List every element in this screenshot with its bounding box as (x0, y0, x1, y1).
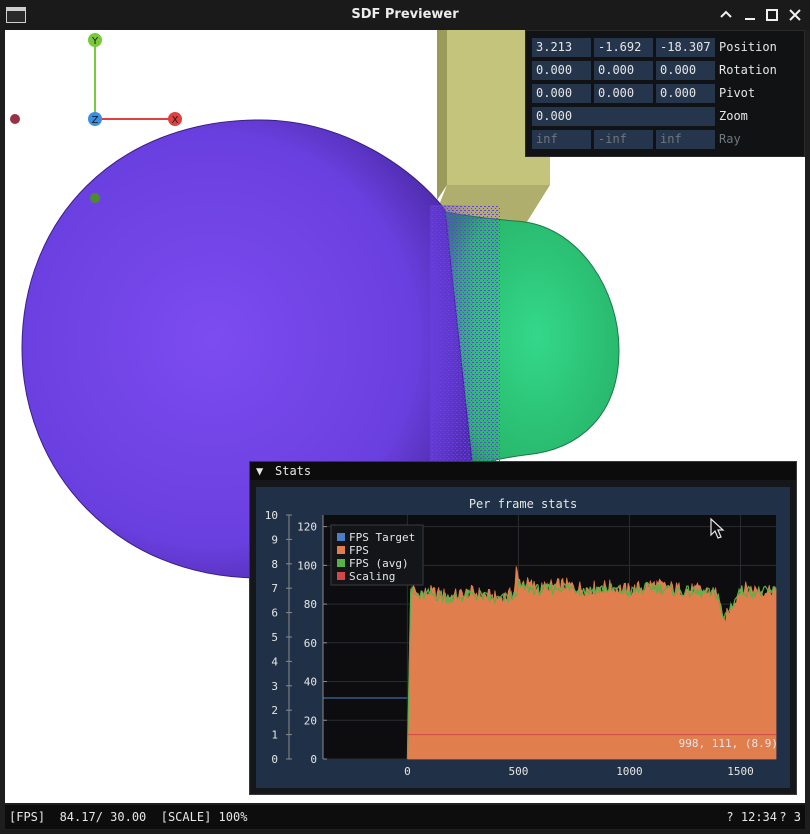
collapse-triangle-icon[interactable]: ▼ (256, 464, 264, 478)
ray-y-field: -inf (594, 130, 653, 149)
rotation-y-field[interactable]: 0.000 (594, 61, 653, 80)
zoom-row: 0.000 Zoom (526, 107, 805, 127)
plot-axes: 0 20 40 60 80 100 120 0 500 1000 1500 0 1 2 3 4 5 6 7 8 9 10 (265, 509, 754, 778)
legend-box (330, 524, 424, 586)
secondary-axis-tick-label: 10 (265, 509, 278, 522)
position-label: Position (719, 40, 777, 54)
secondary-axis-tick-label: 7 (271, 582, 278, 595)
pivot-z-field[interactable]: 0.000 (656, 84, 715, 103)
secondary-axis-tick-label: 6 (271, 607, 278, 620)
negative-y-axis-handle[interactable] (90, 193, 100, 203)
legend-swatch-fps[interactable] (337, 546, 345, 554)
zoom-label: Zoom (719, 109, 748, 123)
position-y-field[interactable]: -1.692 (594, 38, 653, 57)
y-axis-handle[interactable] (88, 33, 102, 47)
stats-panel: ▼ Stats Per frame stats 0 20 40 60 80 100 120 0… (249, 461, 797, 795)
minimize-to-bar-icon[interactable] (741, 6, 759, 24)
stats-panel-header[interactable]: ▼ Stats (250, 462, 796, 480)
plot-title: Per frame stats (468, 497, 578, 511)
render-viewport[interactable]: Y X Z 3.213 -1.692 -18.307 Position 0.00… (5, 30, 805, 803)
legend-label-fps-avg[interactable]: FPS (avg) (349, 557, 409, 570)
pivot-y-field[interactable]: 0.000 (594, 84, 653, 103)
z-axis-handle[interactable] (88, 112, 102, 126)
y-axis-label: Y (91, 36, 99, 47)
window-title: SDF Previewer (351, 7, 459, 22)
legend-swatch-fps-target[interactable] (337, 533, 345, 541)
left-axis-tick-label: 40 (304, 676, 317, 689)
series-fps-avg-line (406, 579, 777, 760)
position-row: 3.213 -1.692 -18.307 Position (526, 38, 805, 58)
window-titlebar[interactable]: SDF Previewer (0, 0, 810, 30)
ray-z-field: inf (656, 130, 715, 149)
ray-x-field: inf (532, 130, 591, 149)
zoom-field[interactable]: 0.000 (532, 107, 715, 126)
secondary-axis-tick-label: 0 (271, 753, 278, 766)
left-axis-tick-label: 60 (304, 637, 317, 650)
legend-label-fps[interactable]: FPS (349, 544, 369, 557)
x-axis-handle[interactable] (168, 112, 182, 126)
secondary-axis-tick-label: 3 (271, 680, 278, 693)
mouse-cursor-icon (710, 517, 725, 539)
rotation-z-field[interactable]: 0.000 (656, 61, 715, 80)
rotation-x-field[interactable]: 0.000 (532, 61, 591, 80)
ray-row: inf -inf inf Ray (526, 130, 805, 150)
x-axis-tick-label: 500 (508, 765, 528, 778)
left-axis-tick-label: 120 (297, 521, 317, 534)
transform-panel: 3.213 -1.692 -18.307 Position 0.000 0.00… (525, 30, 805, 157)
window-app-icon (6, 7, 26, 23)
rotation-row: 0.000 0.000 0.000 Rotation (526, 61, 805, 81)
left-axis-tick-label: 100 (297, 559, 317, 572)
left-axis-tick-label: 0 (310, 753, 317, 766)
status-clock: ? 12:34 (726, 810, 777, 824)
secondary-axis-tick-label: 4 (271, 655, 278, 668)
close-icon[interactable] (786, 6, 804, 24)
maximize-icon[interactable] (763, 6, 781, 24)
secondary-axis-tick-label: 8 (271, 558, 278, 571)
stats-panel-title: Stats (275, 464, 312, 478)
rotation-label: Rotation (719, 63, 777, 77)
z-axis-label: Z (92, 115, 99, 126)
hover-readout: 998, 111, (8.9) (679, 737, 778, 750)
left-axis-tick-label: 20 (304, 714, 317, 727)
pivot-row: 0.000 0.000 0.000 Pivot (526, 84, 805, 104)
negative-x-axis-handle[interactable] (10, 114, 20, 124)
secondary-axis-tick-label: 2 (271, 704, 278, 717)
ray-label: Ray (719, 132, 741, 146)
x-axis-label: X (172, 115, 179, 126)
position-z-field[interactable]: -18.307 (656, 38, 715, 57)
pivot-x-field[interactable]: 0.000 (532, 84, 591, 103)
legend-label-scaling[interactable]: Scaling (349, 570, 395, 583)
secondary-axis-tick-label: 9 (271, 533, 278, 546)
minimize-icon[interactable] (717, 6, 735, 24)
status-count: ? 3 (779, 810, 801, 824)
axis-gizmo[interactable]: Y X Z (10, 33, 182, 203)
plot-series (323, 566, 777, 760)
status-fps-scale: [FPS] 84.17/ 30.00 [SCALE] 100% (9, 810, 248, 824)
x-axis-tick-label: 0 (404, 765, 411, 778)
left-axis-tick-label: 80 (304, 598, 317, 611)
pivot-label: Pivot (719, 86, 756, 100)
secondary-axis-tick-label: 1 (271, 729, 278, 742)
secondary-axis-tick-label: 5 (271, 631, 278, 644)
x-axis-tick-label: 1500 (727, 765, 754, 778)
legend-label-fps-target[interactable]: FPS Target (349, 531, 415, 544)
per-frame-stats-plot[interactable]: Per frame stats 0 20 40 60 80 100 120 0 500 1000 1… (256, 487, 790, 788)
x-axis-tick-label: 1000 (616, 765, 643, 778)
position-x-field[interactable]: 3.213 (532, 38, 591, 57)
status-bar: [FPS] 84.17/ 30.00 [SCALE] 100% ? 12:34 … (5, 805, 805, 829)
legend-swatch-fps-avg[interactable] (337, 559, 345, 567)
legend-swatch-scaling[interactable] (337, 572, 345, 580)
